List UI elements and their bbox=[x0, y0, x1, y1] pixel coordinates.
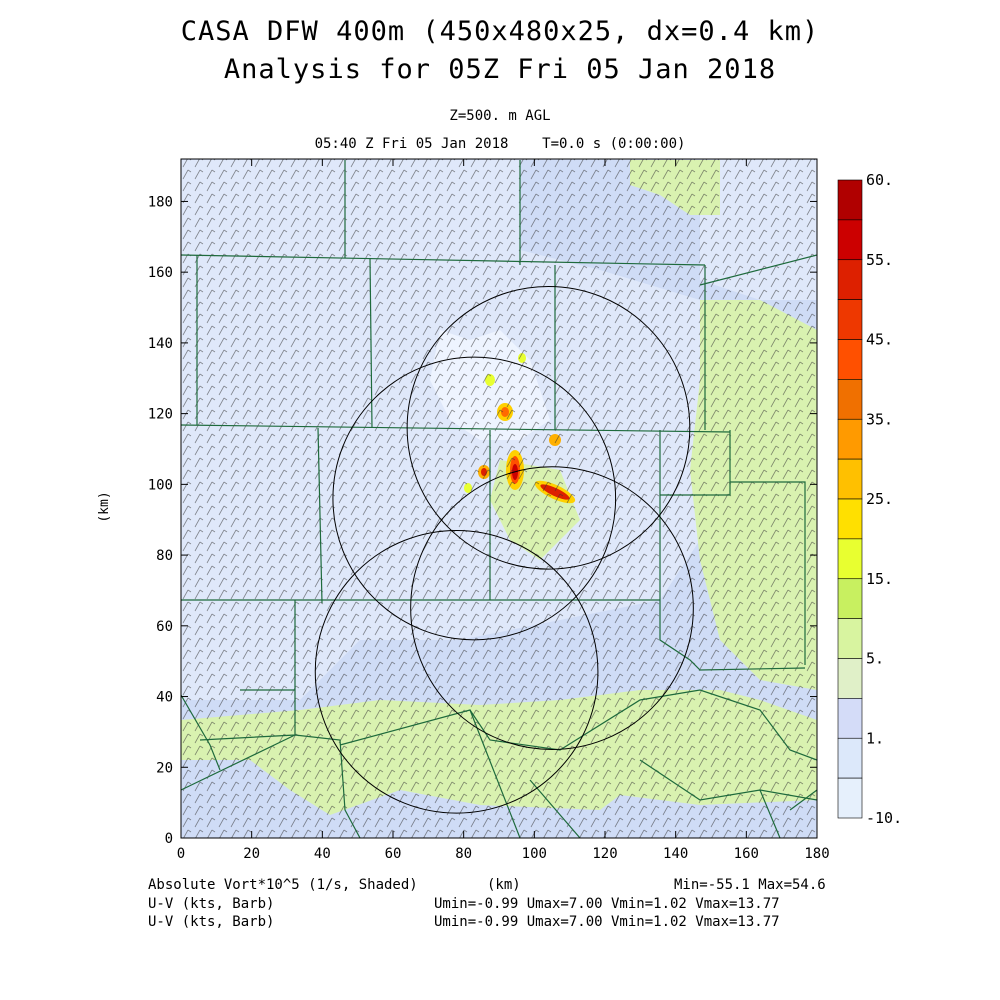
colorbar-swatch bbox=[837, 458, 863, 500]
colorbar-label: 45. bbox=[866, 331, 893, 349]
y-tick-label: 140 bbox=[148, 336, 173, 352]
y-tick-label: 40 bbox=[156, 690, 173, 706]
level-label: Z=500. m AGL bbox=[449, 108, 551, 124]
colorbar-label: 35. bbox=[866, 410, 893, 428]
y-tick-label: 120 bbox=[148, 407, 173, 423]
radar-range-rings bbox=[314, 285, 694, 814]
radar-range-ring bbox=[406, 285, 691, 570]
colorbar-swatch bbox=[837, 379, 863, 420]
colorbar-swatch bbox=[837, 698, 863, 739]
colorbar-label: 55. bbox=[866, 251, 893, 269]
x-tick-label: 100 bbox=[522, 846, 547, 862]
x-tick-label: 80 bbox=[455, 846, 472, 862]
y-tick-label: 80 bbox=[156, 548, 173, 564]
county-borders bbox=[181, 160, 817, 838]
y-axis-label: (km) bbox=[97, 491, 112, 522]
y-tick-label: 180 bbox=[148, 194, 173, 210]
field-label: Absolute Vort*10^5 (1/s, Shaded) bbox=[148, 877, 418, 893]
uv-stats-1: Umin=-0.99 Umax=7.00 Vmin=1.02 Vmax=13.7… bbox=[434, 896, 780, 912]
colorbar-swatch bbox=[837, 618, 863, 659]
x-tick-label: 0 bbox=[177, 846, 185, 862]
colorbar-swatch bbox=[837, 498, 863, 540]
x-tick-label: 60 bbox=[385, 846, 402, 862]
radar-range-ring bbox=[314, 529, 599, 814]
radar-range-ring bbox=[410, 466, 694, 750]
colorbar bbox=[837, 179, 863, 819]
uv-label-1: U-V (kts, Barb) bbox=[148, 896, 275, 912]
colorbar-swatch bbox=[837, 179, 863, 221]
colorbar-swatch bbox=[837, 578, 863, 619]
y-tick-label: 100 bbox=[148, 477, 173, 493]
colorbar-label: 60. bbox=[866, 171, 893, 189]
x-tick-label: 180 bbox=[804, 846, 829, 862]
x-tick-label: 160 bbox=[734, 846, 759, 862]
y-axis: 0 20 40 60 80 100 120 140 160 180 bbox=[148, 194, 817, 847]
x-tick-label: 40 bbox=[314, 846, 331, 862]
colorbar-label: 1. bbox=[866, 729, 884, 747]
colorbar-label: -10. bbox=[866, 809, 902, 827]
colorbar-swatch bbox=[837, 339, 863, 380]
colorbar-swatch bbox=[837, 418, 863, 460]
plot-title: CASA DFW 400m (450x480x25, dx=0.4 km) bbox=[180, 16, 820, 47]
y-tick-label: 0 bbox=[165, 831, 173, 847]
y-tick-label: 20 bbox=[156, 760, 173, 776]
x-axis: 0 20 40 60 80 100 120 140 160 180 bbox=[177, 159, 830, 862]
x-tick-label: 20 bbox=[243, 846, 260, 862]
valid-time-label: 05:40 Z Fri 05 Jan 2018 T=0.0 s (0:00:00… bbox=[314, 136, 686, 152]
x-tick-label: 120 bbox=[592, 846, 617, 862]
plot-frame bbox=[180, 158, 818, 839]
y-tick-label: 160 bbox=[148, 265, 173, 281]
colorbar-label: 5. bbox=[866, 650, 884, 668]
uv-label-2: U-V (kts, Barb) bbox=[148, 914, 275, 930]
plot-subtitle: Analysis for 05Z Fri 05 Jan 2018 bbox=[223, 54, 777, 85]
uv-stats-2: Umin=-0.99 Umax=7.00 Vmin=1.02 Vmax=13.7… bbox=[434, 914, 780, 930]
radar-range-ring bbox=[332, 356, 617, 641]
colorbar-label: 15. bbox=[866, 570, 893, 588]
min-max-label: Min=-55.1 Max=54.6 bbox=[674, 877, 826, 893]
x-axis-label: (km) bbox=[487, 877, 521, 893]
colorbar-swatch bbox=[837, 259, 863, 300]
colorbar-swatch bbox=[837, 777, 863, 819]
y-tick-label: 60 bbox=[156, 619, 173, 635]
colorbar-labels: 60. 55. 45. 35. 25. 15. 5. 1. -10. bbox=[866, 171, 902, 827]
x-tick-label: 140 bbox=[663, 846, 688, 862]
colorbar-swatch bbox=[837, 658, 863, 699]
colorbar-swatch bbox=[837, 538, 863, 580]
colorbar-swatch bbox=[837, 299, 863, 340]
colorbar-label: 25. bbox=[866, 490, 893, 508]
vorticity-shading bbox=[181, 159, 817, 838]
colorbar-swatch bbox=[837, 219, 863, 261]
colorbar-swatch bbox=[837, 737, 863, 779]
